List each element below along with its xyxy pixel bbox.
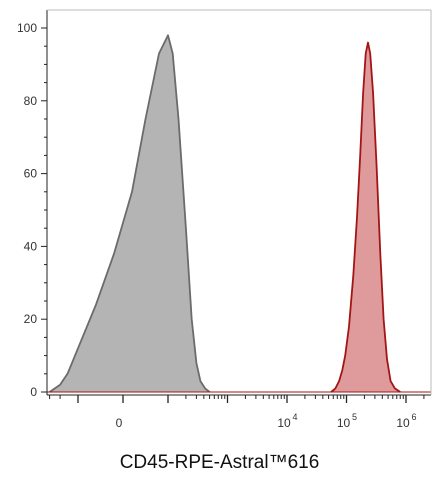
x-tick-label: 10 (277, 416, 291, 430)
histogram-line-2 (330, 41, 401, 393)
x-axis-title: CD45-RPE-Astral™616 (119, 452, 320, 473)
y-tick-label: 20 (24, 312, 38, 326)
y-tick-label: 40 (24, 239, 38, 253)
y-tick-label: 80 (24, 94, 38, 108)
x-tick-label: 0 (116, 416, 123, 430)
histogram-fill-2 (331, 42, 401, 392)
x-tick-exponent: 6 (411, 412, 416, 422)
x-tick-exponent: 5 (352, 412, 357, 422)
y-tick-label: 0 (30, 385, 37, 399)
histogram-fill-1 (49, 35, 210, 393)
x-tick-label: 10 (337, 416, 351, 430)
y-tick-label: 60 (24, 167, 38, 181)
x-tick-exponent: 4 (292, 412, 297, 422)
x-tick-label: 10 (396, 416, 410, 430)
histogram-line-1 (49, 34, 211, 393)
y-tick-label: 100 (17, 21, 37, 35)
